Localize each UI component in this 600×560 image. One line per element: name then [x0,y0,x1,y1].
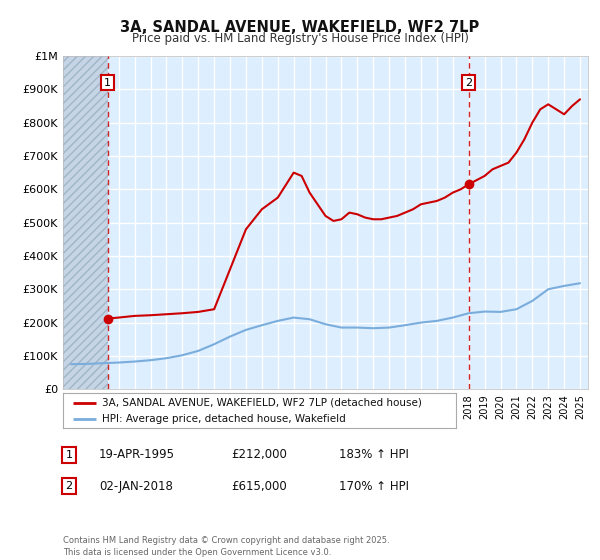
Text: £615,000: £615,000 [231,479,287,493]
Text: Price paid vs. HM Land Registry's House Price Index (HPI): Price paid vs. HM Land Registry's House … [131,32,469,45]
Text: 2: 2 [465,78,472,88]
Text: Contains HM Land Registry data © Crown copyright and database right 2025.
This d: Contains HM Land Registry data © Crown c… [63,536,389,557]
Text: 02-JAN-2018: 02-JAN-2018 [99,479,173,493]
Text: 170% ↑ HPI: 170% ↑ HPI [339,479,409,493]
Text: 19-APR-1995: 19-APR-1995 [99,448,175,461]
Text: £212,000: £212,000 [231,448,287,461]
Text: 1: 1 [65,450,73,460]
Bar [63,56,107,389]
Text: 1: 1 [104,78,111,88]
Text: 2: 2 [65,481,73,491]
Text: 3A, SANDAL AVENUE, WAKEFIELD, WF2 7LP: 3A, SANDAL AVENUE, WAKEFIELD, WF2 7LP [121,20,479,35]
Text: 183% ↑ HPI: 183% ↑ HPI [339,448,409,461]
Text: HPI: Average price, detached house, Wakefield: HPI: Average price, detached house, Wake… [103,414,346,424]
Text: 3A, SANDAL AVENUE, WAKEFIELD, WF2 7LP (detached house): 3A, SANDAL AVENUE, WAKEFIELD, WF2 7LP (d… [103,398,422,408]
